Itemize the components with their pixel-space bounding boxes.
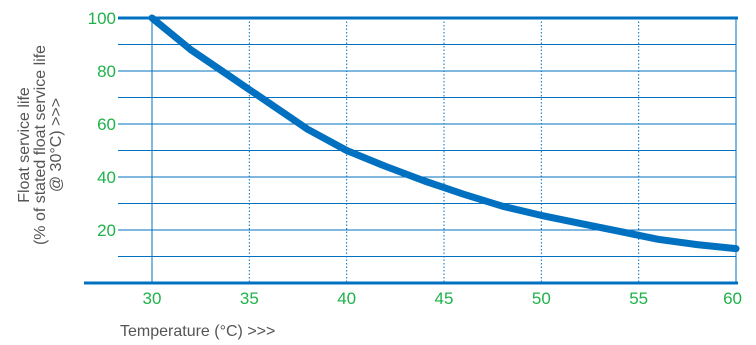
y-axis-title-line-3: @ 30°C) >>> bbox=[48, 98, 65, 192]
axis-layer bbox=[84, 16, 738, 285]
y-tick-label: 100 bbox=[88, 9, 116, 28]
series-line bbox=[148, 14, 740, 253]
x-tick-label: 35 bbox=[240, 289, 259, 308]
x-tick-label: 60 bbox=[723, 289, 742, 308]
x-tick-label: 55 bbox=[629, 289, 648, 308]
y-axis-title: Float service life (% of stated float se… bbox=[16, 45, 65, 245]
y-tick-label: 60 bbox=[97, 115, 116, 134]
tick-label-layer: 20 40 60 80 100 30 35 40 45 50 55 60 bbox=[88, 9, 742, 308]
y-axis-title-line-2: (% of stated float service life bbox=[32, 45, 49, 245]
y-tick-label: 20 bbox=[97, 221, 116, 240]
x-tick-label: 40 bbox=[337, 289, 356, 308]
x-tick-label: 30 bbox=[143, 289, 162, 308]
x-axis-title: Temperature (°C) >>> bbox=[120, 323, 275, 340]
series-layer bbox=[148, 14, 740, 253]
x-tick-label: 45 bbox=[435, 289, 454, 308]
y-axis-title-line-1: Float service life bbox=[16, 87, 33, 203]
y-tick-label: 80 bbox=[97, 62, 116, 81]
grid-layer bbox=[118, 18, 736, 283]
y-tick-label: 40 bbox=[97, 168, 116, 187]
x-tick-label: 50 bbox=[532, 289, 551, 308]
